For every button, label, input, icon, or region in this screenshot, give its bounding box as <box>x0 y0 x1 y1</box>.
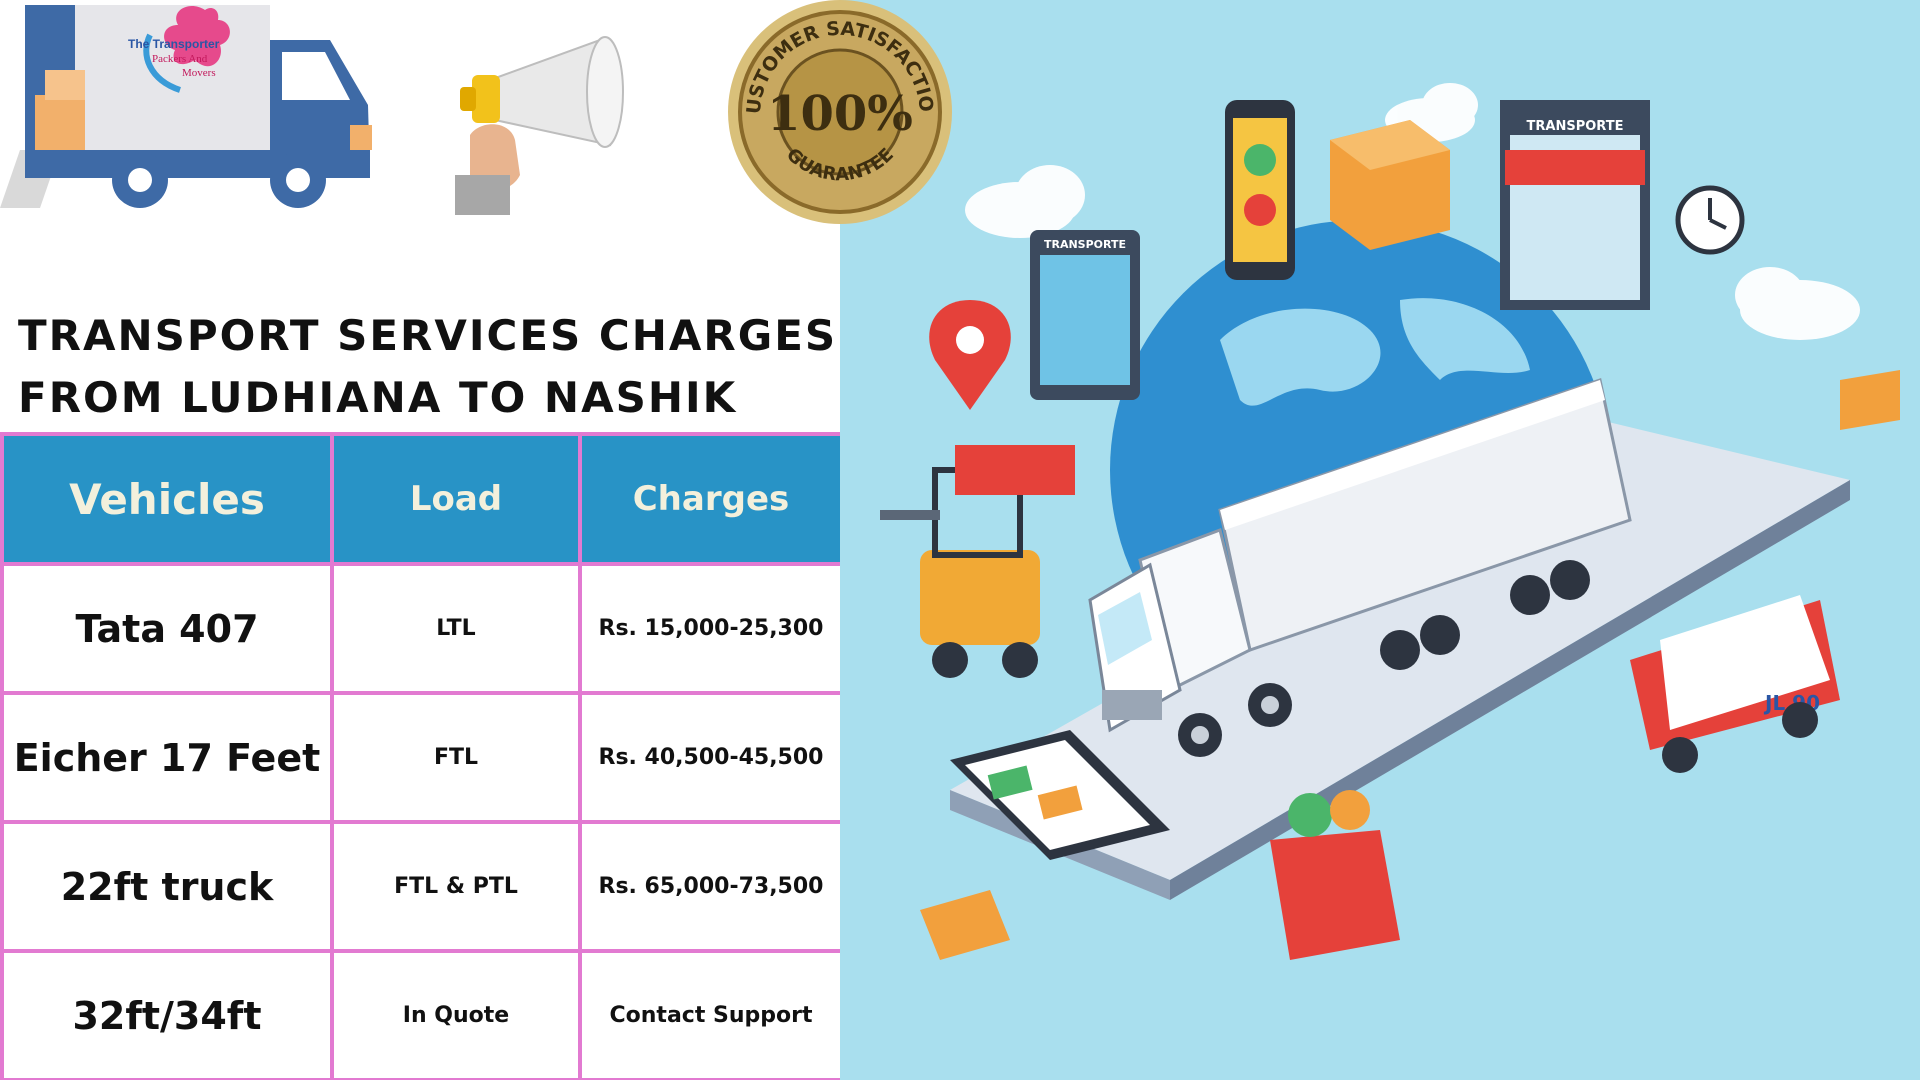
seal-center-text: 100% <box>767 86 913 142</box>
charges-cell: Rs. 40,500-45,500 <box>578 691 844 824</box>
vehicle-cell: Eicher 17 Feet <box>0 691 334 824</box>
tablet-icon <box>950 730 1170 860</box>
charges-cell: Rs. 15,000-25,300 <box>578 562 844 695</box>
load-cell: In Quote <box>330 949 582 1080</box>
board-sign-text: TRANSPORTE <box>1044 238 1126 251</box>
truck-icon <box>1088 378 1632 757</box>
brand-logo-text: The Transporter Packers And Movers <box>128 37 220 79</box>
vehicle-cell: 32ft/34ft <box>0 949 334 1080</box>
satisfaction-guarantee-seal-icon: CUSTOMER SATISFACTION 100% GUARANTEE <box>720 0 952 224</box>
left-panel: The Transporter Packers And Movers <box>0 0 952 1080</box>
grocery-bag-icon <box>1270 790 1400 960</box>
store-sign-text: TRANSPORTE <box>1527 119 1624 134</box>
table-row: Eicher 17 Feet FTL Rs. 40,500-45,500 <box>0 691 844 824</box>
store-icon: TRANSPORTE <box>1500 100 1650 310</box>
cloud-icon <box>965 83 1860 340</box>
load-cell: FTL <box>330 691 582 824</box>
header-load: Load <box>330 432 582 566</box>
megaphone-icon <box>455 36 624 215</box>
charges-cell: Contact Support <box>578 949 844 1080</box>
delivery-van-icon: JL 90 <box>1630 595 1840 773</box>
title-line-1: TRANSPORT SERVICES CHARGES <box>18 311 838 360</box>
logistics-illustration: TRANSPORTE TRANSPORTE <box>840 0 1920 1080</box>
moving-truck-logo-icon: The Transporter Packers And Movers <box>0 0 380 215</box>
vehicle-cell: Tata 407 <box>0 562 334 695</box>
title-line-2: FROM LUDHIANA TO NASHIK <box>18 373 738 422</box>
charges-table: Vehicles Load Charges Tata 407 LTL Rs. 1… <box>0 432 844 1080</box>
phone-icon <box>1225 100 1295 280</box>
load-cell: FTL & PTL <box>330 820 582 953</box>
svg-text:Movers: Movers <box>182 67 216 79</box>
shop-board-icon: TRANSPORTE <box>1030 230 1140 400</box>
header-charges: Charges <box>578 432 844 566</box>
logistics-scene-icon: TRANSPORTE TRANSPORTE <box>880 83 1900 960</box>
charges-cell: Rs. 65,000-73,500 <box>578 820 844 953</box>
table-header-row: Vehicles Load Charges <box>0 432 844 566</box>
clock-icon <box>1675 185 1745 255</box>
svg-text:The Transporter: The Transporter <box>128 37 220 51</box>
page-title: TRANSPORT SERVICES CHARGES FROM LUDHIANA… <box>18 305 838 429</box>
table-row: Tata 407 LTL Rs. 15,000-25,300 <box>0 562 844 695</box>
forklift-icon <box>880 445 1075 678</box>
table-row: 32ft/34ft In Quote Contact Support <box>0 949 844 1080</box>
table-row: 22ft truck FTL & PTL Rs. 65,000-73,500 <box>0 820 844 953</box>
svg-text:Packers And: Packers And <box>152 53 208 65</box>
map-pin-icon <box>929 300 1011 410</box>
header-vehicles: Vehicles <box>0 432 334 566</box>
box-icon <box>920 120 1900 960</box>
vehicle-cell: 22ft truck <box>0 820 334 953</box>
load-cell: LTL <box>330 562 582 695</box>
